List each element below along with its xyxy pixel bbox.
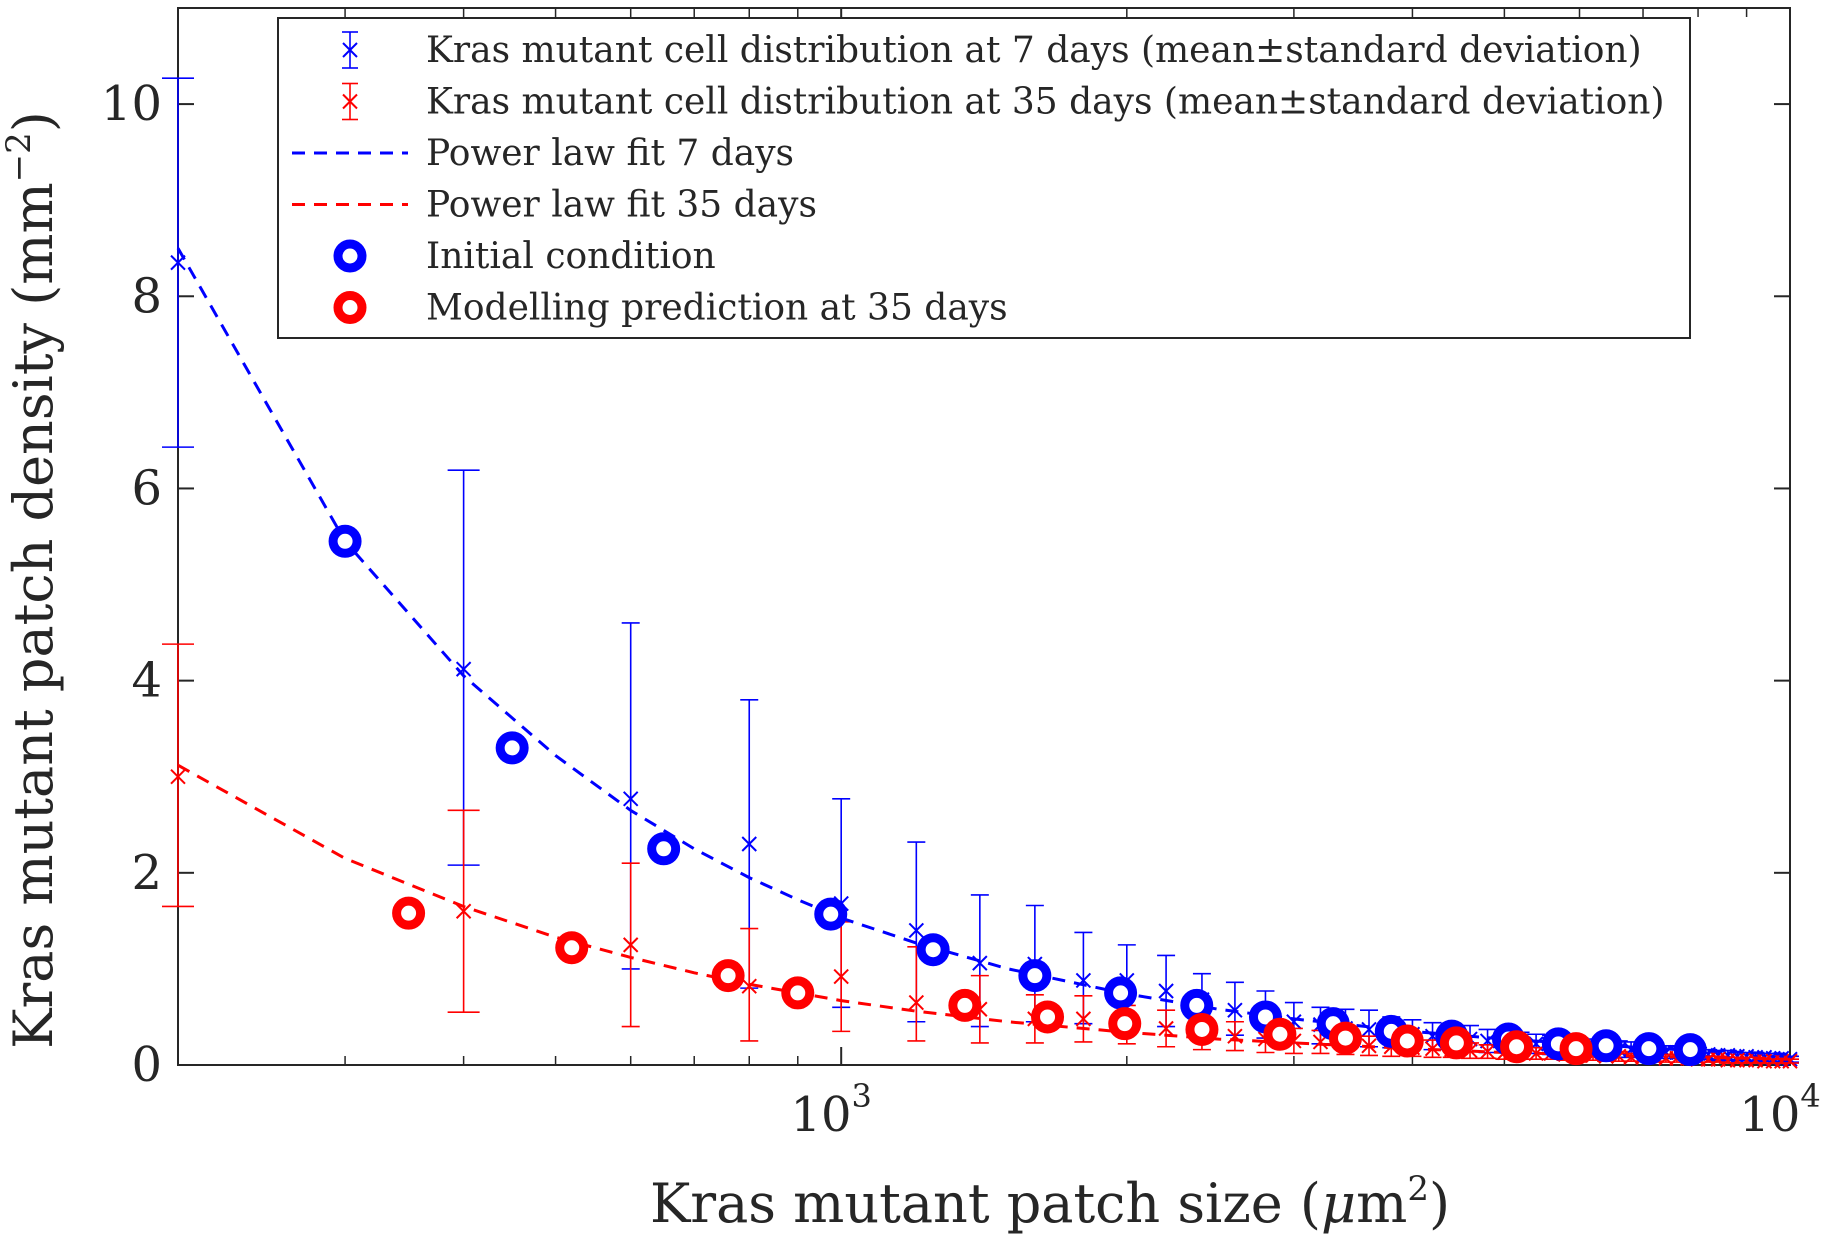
model-point: [1500, 1030, 1534, 1064]
legend-circle: [333, 291, 367, 324]
model-point: [1632, 1032, 1666, 1066]
model-point: [948, 988, 982, 1022]
model-point: [781, 976, 815, 1010]
legend-label: Kras mutant cell distribution at 35 days…: [426, 82, 1665, 123]
legend-entry-5: Modelling prediction at 35 days: [333, 288, 1008, 329]
legend-label: Modelling prediction at 35 days: [426, 288, 1008, 329]
data-point: [170, 769, 186, 785]
model-point: [916, 933, 950, 967]
data-point: [1158, 1020, 1174, 1037]
y-tick-label: 10: [101, 76, 162, 132]
y-tick-label: 6: [131, 460, 162, 516]
y-tick-label: 4: [131, 653, 162, 709]
model-point: [647, 832, 681, 866]
svg-text:Kras mutant patch size (μm2): Kras mutant patch size (μm2): [650, 1169, 1450, 1235]
model-point: [1104, 976, 1138, 1010]
model-point: [1390, 1024, 1424, 1058]
model-point: [1589, 1029, 1623, 1063]
legend-label: Power law fit 35 days: [426, 185, 817, 226]
data-point: [622, 937, 639, 953]
data-point: [1782, 1053, 1798, 1069]
legend-x-marker: [342, 42, 358, 58]
model-point: [814, 897, 848, 931]
data-point: [741, 836, 757, 852]
x-tick-label: 103: [790, 1077, 871, 1143]
legend-entry-0: Kras mutant cell distribution at 7 days …: [342, 30, 1642, 71]
series-5: [392, 896, 1593, 1066]
data-point: [1361, 1021, 1377, 1038]
y-axis-label: Kras mutant patch density (mm−2): [0, 111, 65, 1049]
model-point: [1559, 1032, 1593, 1066]
legend-entry-3: Power law fit 35 days: [292, 185, 817, 226]
svg-text:Kras mutant patch density (mm−: Kras mutant patch density (mm−2): [0, 111, 65, 1049]
model-point: [1031, 1000, 1065, 1034]
y-tick-label: 8: [131, 268, 162, 324]
data-point: [1479, 1043, 1496, 1060]
data-point: [908, 994, 925, 1011]
x-axis-label: Kras mutant patch size (μm2): [650, 1169, 1450, 1235]
legend-label: Initial condition: [426, 236, 716, 277]
model-point: [392, 896, 426, 930]
legend-entry-2: Power law fit 7 days: [292, 133, 794, 174]
x-tick-label: 104: [1739, 1077, 1820, 1143]
y-tick-label: 2: [131, 845, 162, 901]
data-point: [833, 968, 849, 985]
legend-box: [277, 17, 1691, 339]
legend-label: Kras mutant cell distribution at 7 days …: [426, 30, 1642, 71]
model-point: [1673, 1033, 1707, 1067]
model-point: [1328, 1021, 1362, 1055]
model-point: [495, 731, 529, 765]
legend-label: Power law fit 7 days: [426, 133, 794, 174]
model-point: [1108, 1007, 1142, 1041]
model-point: [328, 524, 362, 558]
model-point: [555, 931, 589, 965]
legend: Kras mutant cell distribution at 7 days …: [277, 17, 1691, 339]
model-point: [1018, 959, 1052, 993]
data-point: [1075, 1011, 1092, 1027]
legend-entry-1: Kras mutant cell distribution at 35 days…: [342, 82, 1665, 123]
y-tick-label: 0: [131, 1037, 162, 1093]
data-point: [455, 903, 472, 919]
data-point: [908, 922, 925, 939]
legend-circle: [333, 239, 367, 273]
model-point: [1439, 1026, 1473, 1060]
legend-entry-4: Initial condition: [333, 236, 716, 277]
data-point: [622, 791, 639, 807]
model-point: [711, 959, 745, 993]
data-point: [1158, 983, 1174, 999]
data-point: [455, 661, 472, 677]
model-point: [1263, 1017, 1297, 1051]
model-point: [1185, 1012, 1219, 1046]
legend-x-marker: [342, 93, 358, 110]
data-point: [741, 978, 757, 994]
